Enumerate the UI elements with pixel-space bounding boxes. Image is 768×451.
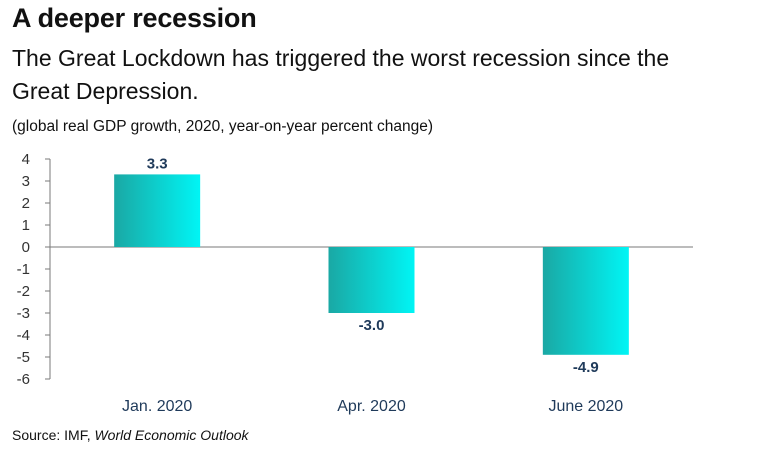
source-publication: World Economic Outlook — [94, 427, 249, 443]
y-tick-label: -3 — [17, 305, 30, 322]
y-tick-label: 2 — [22, 195, 30, 212]
bar-value-label: 3.3 — [147, 155, 168, 172]
y-tick-label: -2 — [17, 283, 30, 300]
bar — [114, 174, 201, 247]
chart-bars — [114, 174, 629, 355]
bar — [542, 247, 629, 355]
y-tick-label: 3 — [22, 173, 30, 190]
bar-value-label: -4.9 — [573, 359, 599, 376]
y-tick-label: -5 — [17, 349, 30, 366]
x-category-label: Apr. 2020 — [337, 398, 406, 415]
chart-title: A deeper recession — [12, 3, 257, 33]
y-tick-label: -6 — [17, 371, 30, 388]
chart-note: (global real GDP growth, 2020, year-on-y… — [12, 118, 434, 135]
source-prefix: Source: IMF, — [12, 427, 95, 443]
y-tick-label: 4 — [22, 151, 30, 168]
bar-value-label: -3.0 — [359, 317, 385, 334]
chart-labels: 3.3 Jan. 2020 -3.0 Apr. 2020 -4.9 June 2020 — [122, 155, 623, 415]
source-note: Source: IMF, World Economic Outlook — [12, 427, 249, 443]
y-tick-label: -4 — [17, 327, 30, 344]
x-category-label: Jan. 2020 — [122, 398, 192, 415]
y-tick-label: 0 — [22, 239, 30, 256]
chart-subtitle: The Great Lockdown has triggered the wor… — [12, 45, 670, 104]
x-category-label: June 2020 — [548, 398, 623, 415]
y-tick-label: -1 — [17, 261, 30, 278]
y-tick-label: 1 — [22, 217, 30, 234]
bar — [328, 247, 415, 313]
